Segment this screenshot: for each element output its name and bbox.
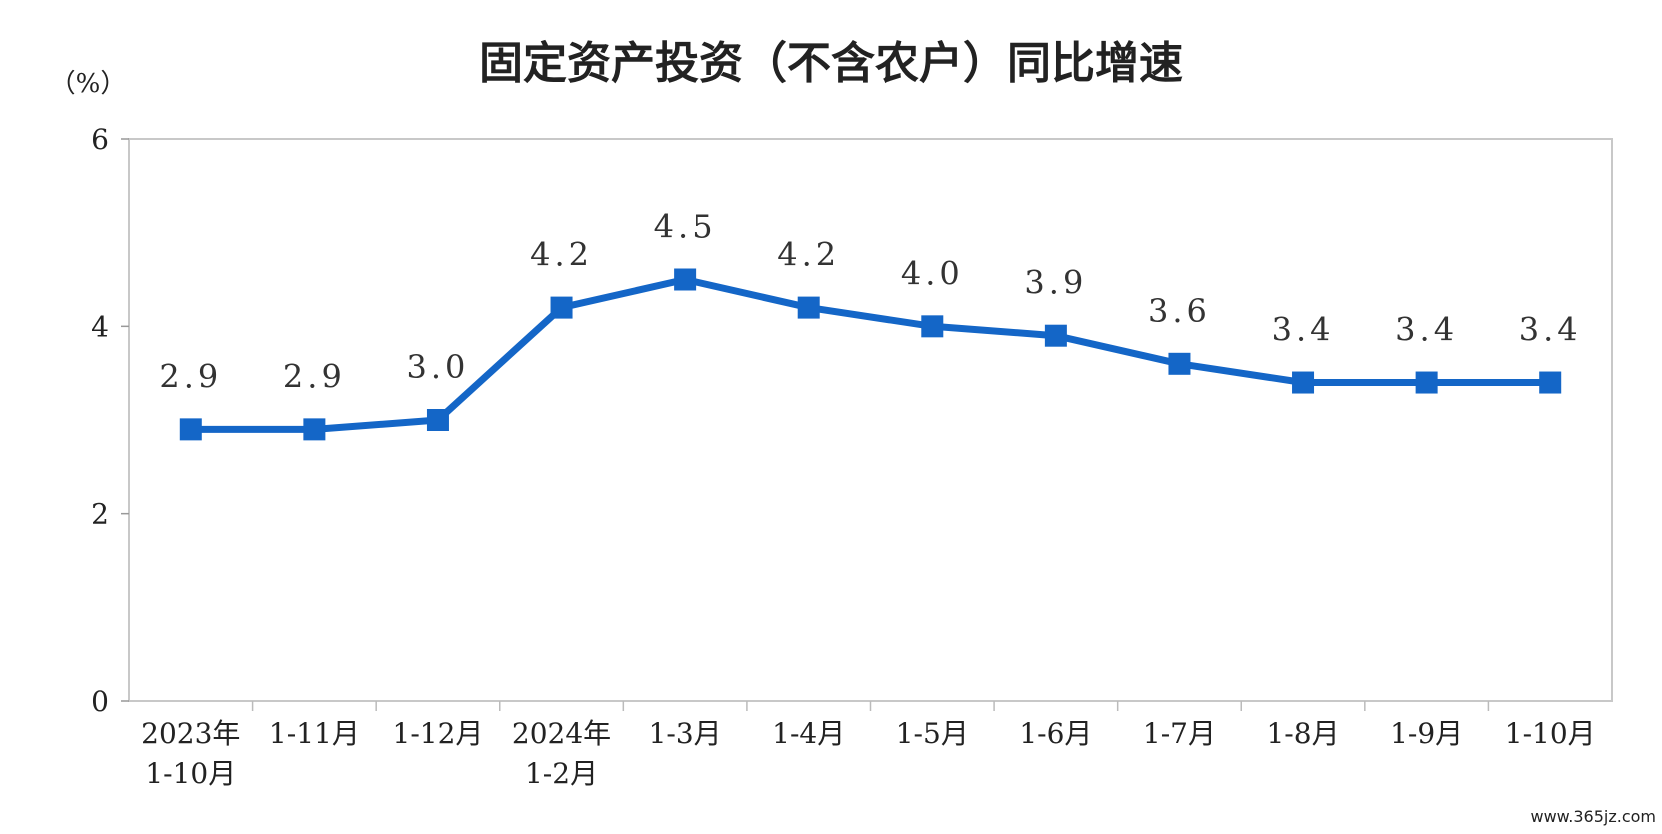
series-line: [190, 276, 1551, 433]
x-tick-label: 1-8月: [1266, 717, 1339, 750]
x-tick-label: 1-10月: [1505, 717, 1596, 750]
data-label: 3.6: [1148, 292, 1211, 330]
x-tick-label: 1-10月: [145, 757, 236, 790]
data-label: 4.2: [777, 236, 840, 274]
data-label: 3.4: [1519, 311, 1582, 349]
data-point-marker: [1044, 324, 1067, 347]
data-point-marker: [674, 268, 697, 291]
x-tick-label: 1-5月: [896, 717, 969, 750]
plot-frame: [128, 138, 1613, 702]
x-tick-label: 1-7月: [1143, 717, 1216, 750]
y-tick-label: 6: [91, 123, 109, 156]
data-label: 3.4: [1272, 311, 1335, 349]
y-unit-label: （%）: [50, 69, 127, 99]
data-point-marker: [426, 409, 449, 431]
data-label: 4.2: [530, 236, 593, 274]
x-tick-label: 2023年: [141, 717, 240, 750]
data-label: 3.0: [407, 348, 470, 386]
x-tick-label: 1-11月: [269, 717, 360, 750]
x-tick-label: 1-2月: [525, 757, 598, 790]
labels-layer: 2.9 2.9 3.0 4.2 4.5 4.2 4.0 3.9 3.6 3.4 3.4 3.4: [159, 208, 1582, 396]
x-tick-label: 1-12月: [393, 717, 484, 750]
data-point-marker: [179, 418, 202, 441]
series-layer: [179, 268, 1562, 441]
data-label: 3.9: [1024, 264, 1087, 302]
x-tick-label: 1-3月: [649, 717, 722, 750]
data-label: 2.9: [283, 357, 346, 395]
data-label: 3.4: [1395, 311, 1458, 349]
x-tick-label: 2024年: [512, 717, 611, 750]
axes-layer: 0 2 4 6 2023年 1-10月 1-11月 1-12月 2024年 1-2月 1-3月 1-4…: [91, 123, 1595, 790]
y-tick-label: 2: [91, 498, 109, 531]
watermark: www.365jz.com: [1530, 807, 1656, 826]
data-point-marker: [921, 315, 944, 338]
data-point-marker: [1168, 352, 1191, 375]
y-tick-label: 4: [91, 310, 109, 343]
data-point-marker: [1415, 371, 1438, 394]
x-tick-label: 1-9月: [1390, 717, 1463, 750]
data-point-marker: [550, 296, 573, 319]
data-point-marker: [303, 418, 326, 441]
x-tick-label: 1-6月: [1019, 717, 1092, 750]
x-tick-label: 1-4月: [772, 717, 845, 750]
data-point-marker: [797, 296, 820, 319]
chart-title: 固定资产投资（不含农户）同比增速: [479, 38, 1183, 89]
data-point-marker: [1292, 371, 1315, 394]
data-point-marker: [1539, 371, 1562, 394]
data-label: 2.9: [159, 357, 222, 395]
y-tick-label: 0: [91, 685, 109, 718]
data-label: 4.0: [901, 254, 964, 292]
data-label: 4.5: [654, 208, 717, 246]
